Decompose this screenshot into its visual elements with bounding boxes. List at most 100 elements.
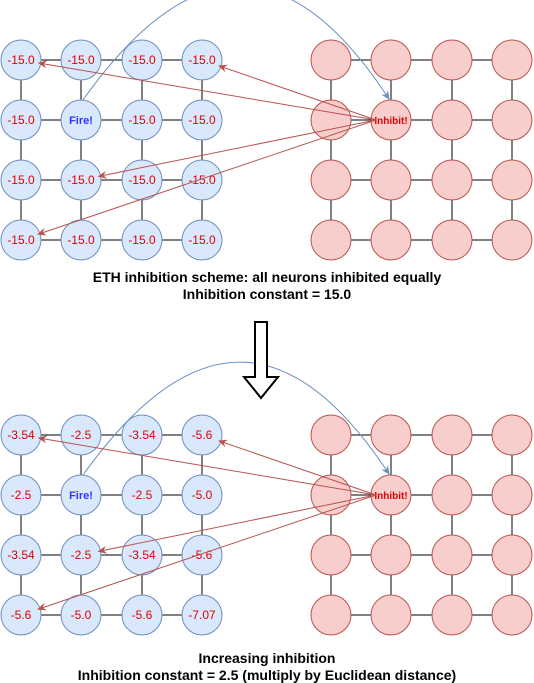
bottom-red-neuron <box>370 534 412 576</box>
top-red-neuron <box>491 219 533 261</box>
bottom-neuron <box>60 534 102 576</box>
bottom-neuron <box>181 414 223 456</box>
bottom-neuron-value: -3.54 <box>128 548 156 562</box>
top-fire-neuron <box>60 99 102 141</box>
top-neuron-value: -15.0 <box>188 233 216 247</box>
bottom-red-neuron <box>431 474 473 516</box>
top-neuron <box>0 159 42 201</box>
top-caption-line1: ETH inhibition scheme: all neurons inhib… <box>92 269 442 285</box>
top-inhibition-arrow <box>37 119 377 236</box>
top-neuron-value: -15.0 <box>128 173 156 187</box>
bottom-neuron-value: -2.5 <box>11 488 32 502</box>
top-red-neuron <box>310 99 352 141</box>
top-neuron <box>0 219 42 261</box>
bottom-neuron-value: -5.0 <box>192 488 213 502</box>
bottom-red-neuron <box>491 594 533 636</box>
bottom-fire-label: Fire! <box>69 490 93 502</box>
neurons-layer: -15.0 -15.0 -15.0 -15.0 -15.0 Fire! -15.0 -15.0… <box>0 39 533 636</box>
bottom-neuron <box>0 534 42 576</box>
top-neuron-value: -15.0 <box>128 53 156 67</box>
bottom-neuron-value: -3.54 <box>7 548 35 562</box>
bottom-red-neuron <box>370 594 412 636</box>
bottom-neuron-value: -3.54 <box>7 428 35 442</box>
bottom-red-neuron <box>310 534 352 576</box>
top-red-neuron <box>431 99 473 141</box>
bottom-fire-neuron <box>60 474 102 516</box>
bottom-neuron <box>181 534 223 576</box>
top-neuron-value: -15.0 <box>188 53 216 67</box>
bottom-neuron-value: -5.6 <box>132 608 153 622</box>
top-red-neuron <box>310 219 352 261</box>
top-red-neuron <box>491 159 533 201</box>
top-red-neuron <box>370 159 412 201</box>
top-inhibition-arrow <box>97 119 377 179</box>
bottom-neuron <box>121 594 163 636</box>
bottom-neuron-value: -5.6 <box>192 548 213 562</box>
down-arrow-layer <box>241 321 281 400</box>
top-neuron-value: -15.0 <box>7 173 35 187</box>
bottom-red-neuron <box>370 414 412 456</box>
bottom-neuron-value: -2.5 <box>71 548 92 562</box>
top-neuron-value: -15.0 <box>188 113 216 127</box>
grid-lines-layer <box>20 59 513 616</box>
top-neuron <box>0 99 42 141</box>
bottom-inhibit-label: Inhibit! <box>374 491 407 502</box>
top-neuron <box>60 39 102 81</box>
bottom-neuron <box>181 594 223 636</box>
top-neuron <box>181 159 223 201</box>
bottom-neuron-value: -2.5 <box>132 488 153 502</box>
bottom-neuron <box>60 414 102 456</box>
top-inhibit-neuron <box>370 99 412 141</box>
top-red-neuron <box>491 39 533 81</box>
top-caption-line2: Inhibition constant = 15.0 <box>182 286 352 302</box>
bottom-red-neuron <box>310 474 352 516</box>
bottom-neuron <box>0 414 42 456</box>
top-neuron <box>60 159 102 201</box>
bottom-caption-line2: Inhibition constant = 2.5 (multiply by E… <box>77 667 457 683</box>
top-red-neuron <box>491 99 533 141</box>
top-neuron-value: -15.0 <box>67 53 95 67</box>
top-neuron-value: -15.0 <box>67 233 95 247</box>
bottom-neuron <box>0 474 42 516</box>
top-neuron-value: -15.0 <box>7 233 35 247</box>
top-neuron-value: -15.0 <box>67 173 95 187</box>
bottom-neuron <box>121 474 163 516</box>
bottom-inhibition-arrow <box>37 494 377 611</box>
bottom-inhibition-arrow <box>37 435 377 496</box>
arrows-layer <box>37 0 390 611</box>
bottom-inhibition-arrow <box>218 439 377 496</box>
bottom-neuron-value: -3.54 <box>128 428 156 442</box>
top-fire-label: Fire! <box>69 115 93 127</box>
bottom-red-neuron <box>431 534 473 576</box>
bottom-red-neuron <box>431 414 473 456</box>
top-neuron <box>181 219 223 261</box>
down-arrow-icon <box>241 321 281 400</box>
top-inhibition-arrow <box>218 64 377 121</box>
top-neuron <box>121 219 163 261</box>
bottom-red-neuron <box>491 534 533 576</box>
top-neuron <box>181 39 223 81</box>
bottom-caption-line1: Increasing inhibition <box>198 650 336 666</box>
top-neuron <box>0 39 42 81</box>
bottom-neuron <box>181 474 223 516</box>
top-red-neuron <box>370 219 412 261</box>
top-inhibition-arrow <box>37 60 377 121</box>
bottom-neuron-value: -5.0 <box>71 608 92 622</box>
bottom-inhibition-arrow <box>97 494 377 554</box>
bottom-red-neuron <box>491 474 533 516</box>
top-fire-to-inhibit-curve <box>82 0 390 101</box>
top-neuron-value: -15.0 <box>7 113 35 127</box>
bottom-neuron-value: -5.6 <box>192 428 213 442</box>
bottom-inhibit-neuron <box>370 474 412 516</box>
top-neuron <box>121 99 163 141</box>
top-inhibit-label: Inhibit! <box>374 116 407 127</box>
top-neuron <box>181 99 223 141</box>
bottom-neuron-value: -7.07 <box>188 608 216 622</box>
bottom-neuron <box>0 594 42 636</box>
top-neuron-value: -15.0 <box>128 113 156 127</box>
top-red-neuron <box>431 39 473 81</box>
bottom-red-neuron <box>310 414 352 456</box>
top-red-neuron <box>431 159 473 201</box>
bottom-neuron-value: -2.5 <box>71 428 92 442</box>
